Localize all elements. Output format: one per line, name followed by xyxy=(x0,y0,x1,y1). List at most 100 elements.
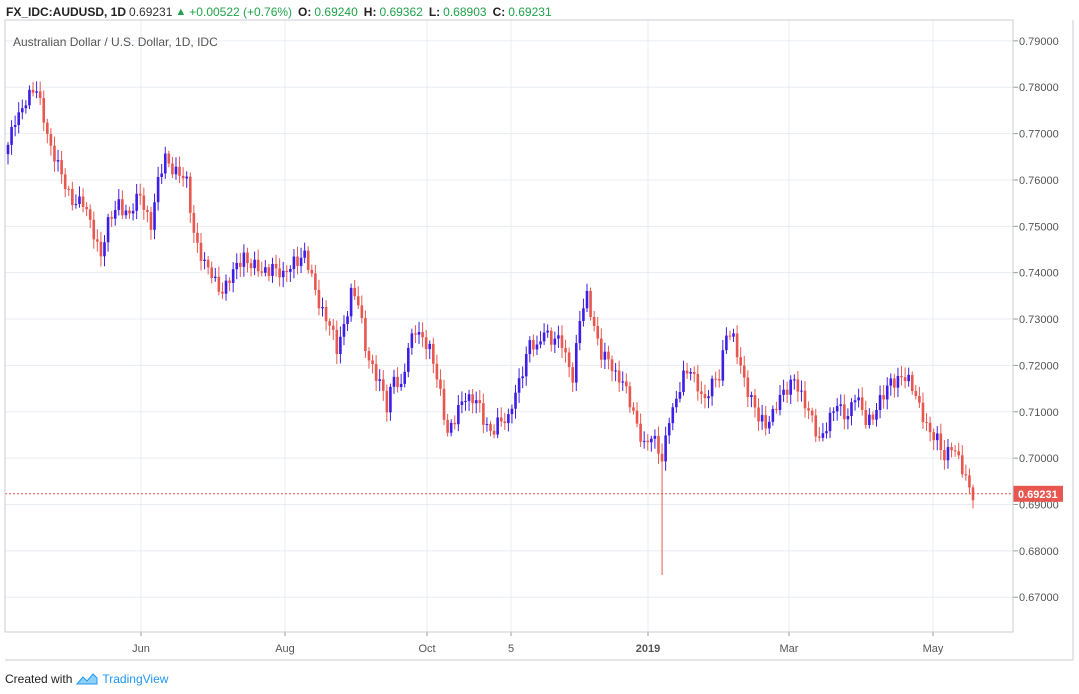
candle-down xyxy=(628,386,632,408)
candle-down xyxy=(414,333,417,335)
candle-down xyxy=(314,273,317,290)
tradingview-logo-icon xyxy=(76,673,98,685)
candle-up xyxy=(103,242,106,257)
candle-up xyxy=(271,263,274,276)
price-tick-label: 0.68000 xyxy=(1019,546,1059,558)
candle-down xyxy=(331,325,335,330)
price-tick-label: 0.75000 xyxy=(1019,221,1059,233)
candle-up xyxy=(875,410,878,420)
candle-up xyxy=(106,217,110,243)
candle-down xyxy=(953,450,957,452)
candle-up xyxy=(507,414,510,424)
candle-down xyxy=(278,268,281,278)
candle-down xyxy=(210,267,214,279)
candle-down xyxy=(356,296,360,306)
high-key: H: xyxy=(363,5,377,19)
candle-down xyxy=(482,403,485,425)
candle-up xyxy=(825,431,828,434)
tradingview-link[interactable]: TradingView xyxy=(102,672,169,686)
close-value: 0.69231 xyxy=(508,5,552,19)
candle-up xyxy=(389,386,392,413)
time-axis[interactable]: Jun Aug Oct 5 2019 Mar May xyxy=(132,632,944,655)
candle-down xyxy=(803,390,807,409)
candle-up xyxy=(839,404,843,406)
candle-down xyxy=(757,407,760,422)
price-axis[interactable]: 0.67000 0.68000 0.69000 0.70000 0.71000 0.720… xyxy=(1013,36,1059,604)
last-price: 0.69231 xyxy=(129,5,173,19)
candle-down xyxy=(564,348,567,353)
candle-up xyxy=(767,421,771,429)
candle-up xyxy=(131,210,135,214)
candle-down xyxy=(814,415,818,437)
candle-down xyxy=(81,196,85,207)
candle-up xyxy=(853,400,857,403)
candle-down xyxy=(796,379,800,392)
candle-down xyxy=(246,252,249,264)
candle-down xyxy=(635,410,639,424)
candle-down xyxy=(367,351,371,361)
candle-up xyxy=(303,250,306,258)
candle-down xyxy=(421,331,424,338)
price-chart[interactable]: 0.67000 0.68000 0.69000 0.70000 0.71000 0.720… xyxy=(0,0,1079,666)
candle-down xyxy=(968,475,971,488)
candle-down xyxy=(567,352,571,368)
candle-down xyxy=(274,263,278,269)
candle-up xyxy=(235,262,239,270)
candle-down xyxy=(471,394,474,404)
candle-down xyxy=(146,209,149,213)
candle-down xyxy=(31,89,35,93)
candle-up xyxy=(542,332,546,342)
candle-up xyxy=(163,153,167,174)
candle-up xyxy=(582,308,585,322)
candle-up xyxy=(889,378,893,386)
candle-down xyxy=(71,188,74,206)
chart-header: FX_IDC:AUDUSD, 1D 0.69231 ▲ +0.00522 (+0… xyxy=(6,3,552,21)
price-tick-label: 0.67000 xyxy=(1019,592,1059,604)
candle-down xyxy=(310,269,314,274)
candle-up xyxy=(667,423,671,436)
price-tick-label: 0.71000 xyxy=(1019,407,1059,419)
candle-up xyxy=(342,323,346,337)
candle-down xyxy=(453,422,457,425)
candle-up xyxy=(117,199,121,211)
candle-down xyxy=(607,351,610,360)
candle-down xyxy=(296,256,299,266)
candle-up xyxy=(213,276,217,279)
candle-up xyxy=(832,411,835,413)
low-key: L: xyxy=(428,5,441,19)
candle-down xyxy=(439,379,442,389)
candle-up xyxy=(682,370,685,393)
price-tick-label: 0.69000 xyxy=(1019,500,1059,512)
plot-border xyxy=(4,19,1014,633)
candle-up xyxy=(292,256,296,269)
candle-down xyxy=(167,153,171,164)
candle-up xyxy=(417,331,421,335)
candle-up xyxy=(20,108,24,113)
candle-down xyxy=(639,423,642,442)
price-tick-label: 0.77000 xyxy=(1019,129,1059,141)
candle-down xyxy=(950,447,953,451)
candle-up xyxy=(800,390,803,392)
candle-down xyxy=(864,409,868,426)
candle-down xyxy=(192,212,196,233)
candle-up xyxy=(546,330,549,333)
candle-down xyxy=(267,267,271,276)
candle-down xyxy=(53,145,56,162)
price-tick-label: 0.72000 xyxy=(1019,360,1059,372)
time-tick-label: Jun xyxy=(132,643,150,655)
candle-down xyxy=(306,250,310,270)
candle-up xyxy=(878,395,882,411)
candle-down xyxy=(446,419,449,433)
candle-down xyxy=(371,360,374,365)
candle-up xyxy=(78,196,81,204)
candle-up xyxy=(224,280,228,294)
candle-down xyxy=(617,370,621,383)
candle-down xyxy=(735,333,739,358)
candle-down xyxy=(696,373,700,392)
price-tick-label: 0.74000 xyxy=(1019,268,1059,280)
candle-down xyxy=(489,424,492,431)
candle-down xyxy=(657,435,660,454)
candle-down xyxy=(178,166,181,176)
candle-down xyxy=(503,421,507,424)
candle-down xyxy=(96,239,99,242)
